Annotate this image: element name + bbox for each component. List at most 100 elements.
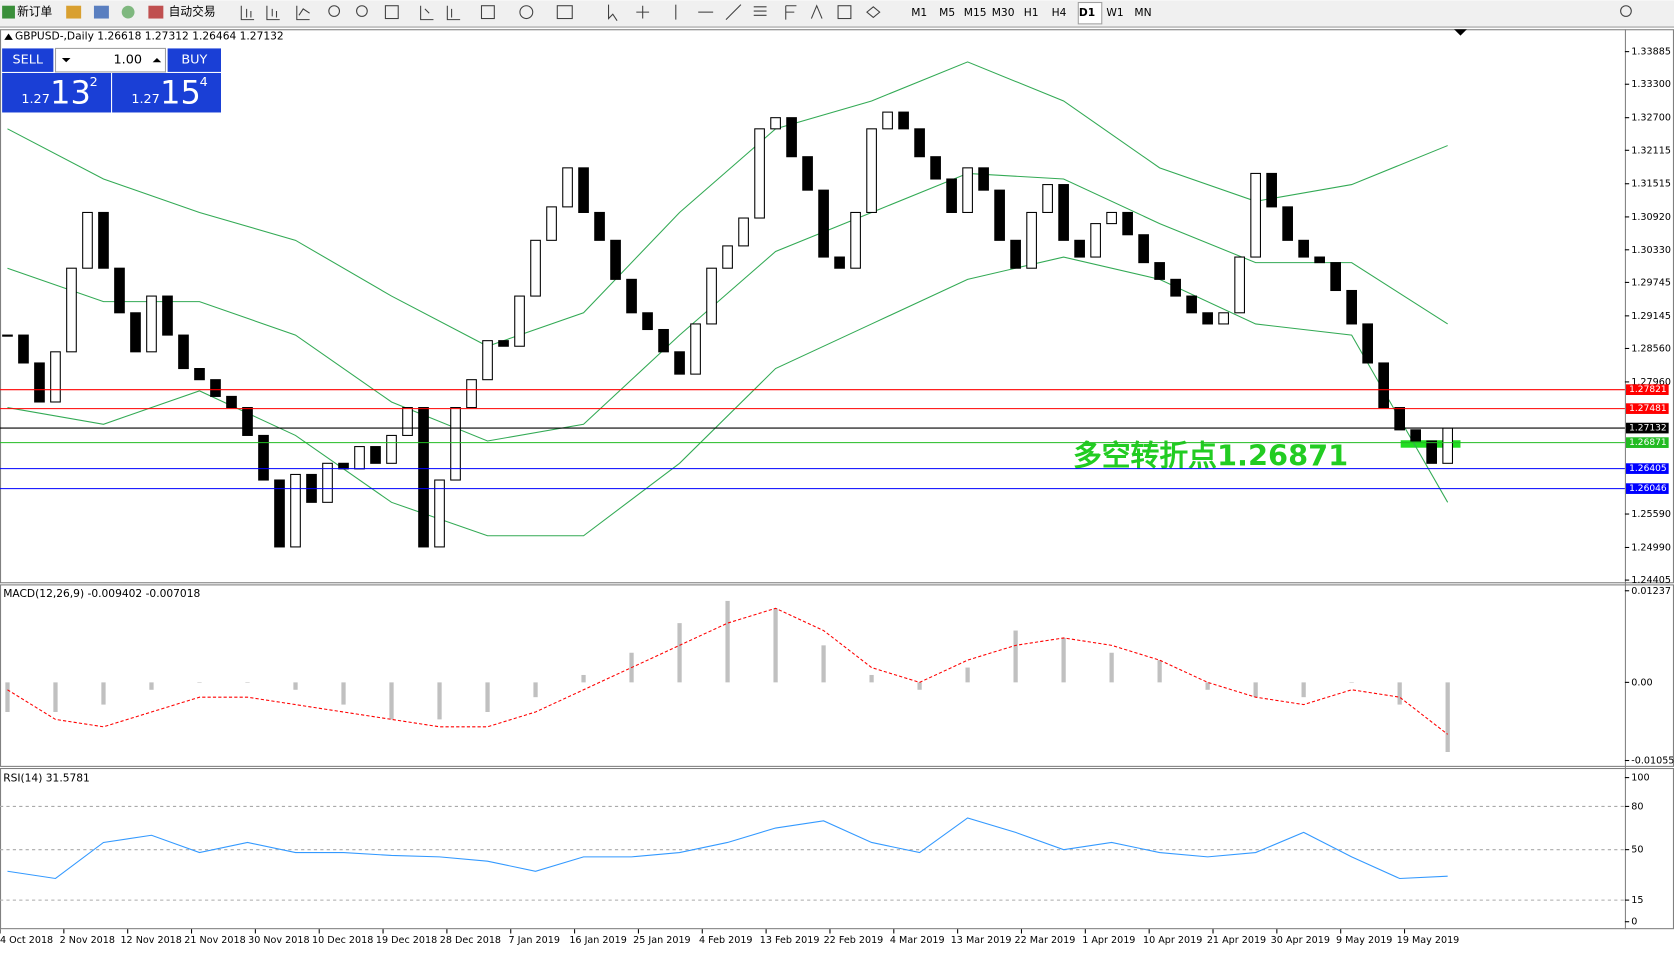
timeframe-button[interactable]: MN xyxy=(1134,6,1151,19)
macd-histogram-bar xyxy=(1205,682,1210,690)
candle xyxy=(658,328,669,353)
sell-price-box[interactable] xyxy=(2,72,112,113)
macd-histogram-bar xyxy=(821,645,826,683)
candle xyxy=(322,462,333,503)
timeframe-button[interactable]: D1 xyxy=(1079,6,1095,19)
active-timeframe[interactable] xyxy=(1077,1,1103,25)
candle xyxy=(226,395,237,409)
level-label: 1.27821 xyxy=(1629,385,1666,395)
x-tick-label: 13 Feb 2019 xyxy=(760,935,820,946)
timeframe-button[interactable]: M15 xyxy=(964,6,987,19)
x-tick-label: 30 Apr 2019 xyxy=(1271,935,1330,946)
y-tick-label: 1.29745 xyxy=(1631,277,1671,288)
candle xyxy=(530,239,541,297)
candle xyxy=(626,278,637,314)
buy-price-box[interactable] xyxy=(112,72,221,113)
macd-histogram-bar xyxy=(1445,682,1450,752)
level-label-bg xyxy=(1625,403,1669,414)
y-tick-label: 100 xyxy=(1631,773,1649,784)
candle xyxy=(386,434,397,464)
timeframe-button[interactable]: W1 xyxy=(1106,6,1123,19)
candle xyxy=(1298,239,1309,258)
level-label-bg xyxy=(1625,463,1669,474)
y-tick-label: 50 xyxy=(1631,845,1643,856)
candle xyxy=(146,295,157,353)
candle xyxy=(1394,407,1405,431)
candle xyxy=(1154,262,1165,280)
timeframe-button[interactable]: M30 xyxy=(992,6,1015,19)
candle xyxy=(338,462,349,470)
new-order-button[interactable]: 新订单 xyxy=(17,5,52,19)
candle xyxy=(1074,239,1085,258)
lot-up[interactable] xyxy=(152,58,162,63)
candle xyxy=(642,312,653,331)
candle xyxy=(1346,289,1357,325)
candle xyxy=(1266,172,1277,208)
main-pane xyxy=(0,29,1674,584)
x-tick-label: 25 Jan 2019 xyxy=(633,935,691,946)
candle xyxy=(1170,278,1181,297)
candle xyxy=(754,128,765,219)
x-tick-label: 13 Mar 2019 xyxy=(951,935,1012,946)
sell-label[interactable]: SELL xyxy=(13,53,44,68)
lot-box[interactable] xyxy=(54,47,167,73)
annotation: 多空转折点1.26871 xyxy=(1073,438,1348,472)
y-tick-label: 1.29145 xyxy=(1631,311,1671,322)
auto-trading-icon[interactable] xyxy=(148,5,164,19)
x-tick-label: 4 Feb 2019 xyxy=(699,935,753,946)
candle xyxy=(130,312,141,353)
auto-trading-button[interactable]: 自动交易 xyxy=(169,5,216,19)
macd-histogram-bar xyxy=(149,682,154,690)
candle xyxy=(802,156,813,191)
bollinger-band xyxy=(7,172,1448,442)
macd-histogram-bar xyxy=(1397,682,1402,705)
timeframe-button[interactable]: H4 xyxy=(1052,6,1067,19)
timeframe-button[interactable]: M5 xyxy=(939,6,955,19)
x-tick-label: 19 May 2019 xyxy=(1397,935,1460,946)
x-tick-label: 21 Apr 2019 xyxy=(1207,935,1266,946)
candle xyxy=(274,479,285,548)
y-tick-label: 1.27960 xyxy=(1631,377,1671,388)
candle xyxy=(482,340,493,381)
candle xyxy=(290,473,301,548)
candle xyxy=(418,407,429,548)
buy-label[interactable]: BUY xyxy=(181,53,207,68)
level-label-bg xyxy=(1625,483,1669,494)
timeframe-button[interactable]: H1 xyxy=(1024,6,1039,19)
new-order-icon[interactable] xyxy=(2,5,15,19)
candle xyxy=(210,379,221,397)
tool-icon[interactable] xyxy=(93,5,109,19)
shift-marker xyxy=(1454,29,1467,36)
chart-tools[interactable] xyxy=(240,4,881,21)
level-label-bg xyxy=(1625,437,1669,448)
collapse-arrow[interactable] xyxy=(4,33,13,40)
macd-histogram-bar xyxy=(101,682,106,705)
macd-histogram-bar xyxy=(341,682,346,705)
candle xyxy=(242,407,253,436)
timeframe-button[interactable]: M1 xyxy=(911,6,927,19)
tool-icon[interactable] xyxy=(121,5,135,19)
y-tick-label: 0.00 xyxy=(1631,677,1652,688)
candle xyxy=(834,256,845,269)
buy-price-prefix: 1.27 xyxy=(131,92,159,107)
candle xyxy=(706,267,717,325)
buy-button[interactable] xyxy=(167,48,221,72)
sell-button[interactable] xyxy=(2,48,54,72)
level-label: 1.26046 xyxy=(1629,484,1667,494)
y-tick-label: 1.33300 xyxy=(1631,79,1671,90)
search-icon[interactable] xyxy=(1620,5,1632,17)
candle xyxy=(1010,239,1021,269)
toolbar xyxy=(0,0,1674,28)
lot-down[interactable] xyxy=(61,58,71,63)
macd-histogram-bar xyxy=(1253,682,1258,698)
tool-icon[interactable] xyxy=(66,5,82,19)
candle xyxy=(402,407,413,436)
macd-label: MACD(12,26,9) -0.009402 -0.007018 xyxy=(3,587,200,600)
sell-price-prefix: 1.27 xyxy=(21,92,50,107)
macd-histogram-bar xyxy=(773,608,778,683)
rsi-line xyxy=(7,817,1448,880)
macd-histogram-bar xyxy=(485,682,490,712)
lot-value[interactable]: 1.00 xyxy=(113,53,142,68)
